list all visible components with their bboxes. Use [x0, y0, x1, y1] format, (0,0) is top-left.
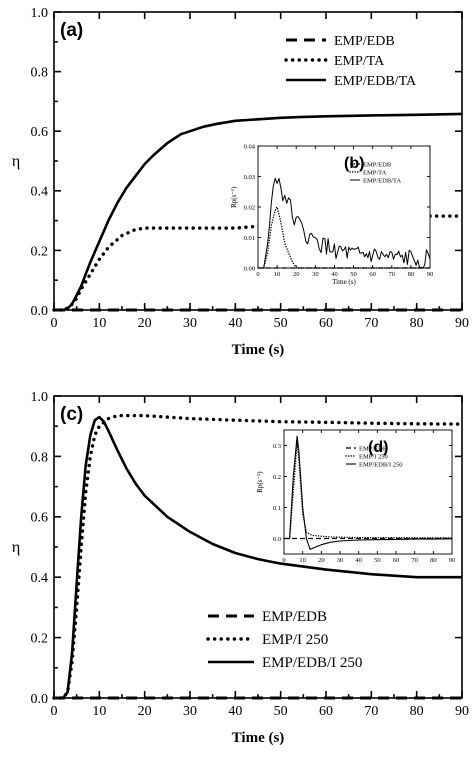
panel-1-y-tick-label: 1.0	[31, 6, 49, 21]
panel-1-y-tick-label: 0.8	[31, 66, 49, 81]
panel-1-inset-legend-entry-2: EMP/TA	[363, 170, 387, 177]
panel-1-label: (a)	[60, 20, 83, 41]
panel-1-inset: 0 10 20 30 40 50 60 70 80 900.000.010.020.030.04(…	[230, 143, 433, 286]
panel-1-y-tick-label: 0.6	[31, 125, 49, 140]
panel-1-legend-entry-2: EMP/TA	[334, 54, 385, 69]
panel-1-inset-y-tick-label: 0.04	[244, 143, 256, 150]
panel-2-y-tick-label: 1.0	[31, 390, 49, 405]
panel-2-inset-series-line-3	[284, 435, 453, 550]
panel-1-x-tick-label: 30	[183, 316, 197, 331]
panel-1-inset-x-tick-label: 40	[331, 271, 338, 278]
panel-2-label: (c)	[60, 404, 83, 425]
panel-1-y-tick-label: 0.0	[31, 304, 49, 319]
panel-1-inset-legend-entry-1: EMP/EDB	[363, 162, 392, 169]
panel-1-x-tick-label: 90	[455, 316, 469, 331]
panel-1-inset-series-line-3	[258, 177, 431, 269]
panel-2-inset-y-axis-label: Rp(s⁻¹)	[256, 471, 264, 493]
panel-1-y-axis-label: η	[12, 153, 20, 170]
panel-1-inset-y-axis-label: Rp(s⁻¹)	[230, 186, 238, 208]
panel-2: 0 10 20 30 40 50 60 70 80 90 0.0 0.2 0.4 0.6 0.8 1.0 (c)…	[12, 390, 469, 746]
panel-1: 0 10 20 30 40 50 60 70 80 90 0.0 0.2 0.4 0.6 0.8 1.0 (a)…	[12, 6, 469, 358]
panel-2-y-axis-label: η	[12, 539, 20, 556]
panel-1-inset-x-tick-label: 50	[350, 271, 357, 278]
panel-2-x-tick-label: 70	[364, 704, 378, 719]
panel-2-inset-plot-frame	[283, 429, 453, 555]
panel-2-series-line-3	[54, 415, 462, 700]
panel-2-inset-x-tick-label: 20	[318, 557, 325, 564]
panel-2-x-tick-label: 50	[274, 704, 288, 719]
panel-1-inset-series-line-2	[257, 206, 431, 269]
panel-2-inset: 0 10 20 30 40 50 60 70 80 90 0.0 0.1 0.2 0.3 (d) Rp(s⁻¹…	[256, 429, 456, 564]
panel-1-inset-x-tick-label: 60	[369, 271, 376, 278]
panel-1-x-tick-label: 60	[319, 316, 333, 331]
panel-2-y-tick-label: 0.6	[31, 511, 49, 526]
panel-2-x-tick-label: 80	[410, 704, 424, 719]
panel-2-inset-x-tick-label: 60	[393, 557, 400, 564]
panel-1-inset-x-tick-label: 0	[256, 271, 259, 278]
panel-1-x-tick-label: 20	[138, 316, 152, 331]
panel-2-inset-x-tick-label: 30	[337, 557, 344, 564]
panel-2-inset-x-tick-label: 70	[411, 557, 418, 564]
panel-1-inset-legend-entry-3: EMP/EDB/TA	[363, 178, 401, 185]
panel-1-series-line-3	[54, 112, 463, 312]
panel-2-legend-entry-2: EMP/I 250	[262, 632, 328, 648]
panel-1-x-tick-label: 10	[92, 316, 106, 331]
panel-2-x-tick-label: 0	[51, 704, 58, 719]
panel-2-inset-legend-entry-3: EMP/EDB/I 250	[359, 462, 403, 469]
panel-2-inset-legend-entry-1: EMP/EDB	[359, 446, 388, 453]
panel-1-legend-entry-3: EMP/EDB/TA	[334, 74, 417, 89]
panel-2-x-tick-label: 10	[92, 704, 106, 719]
panel-2-y-tick-label: 0.4	[31, 571, 49, 586]
panel-1-x-axis-label: Time (s)	[232, 342, 285, 358]
panel-2-x-tick-label: 20	[138, 704, 152, 719]
panel-1-inset-plot-frame	[257, 145, 431, 269]
panel-2-inset-label: (d)	[368, 439, 388, 456]
panel-2-inset-series-line-2	[283, 441, 453, 540]
panel-2-x-tick-label: 30	[183, 704, 197, 719]
panel-1-y-tick-label: 0.2	[31, 244, 49, 259]
panel-2-x-axis-label: Time (s)	[232, 730, 285, 746]
panel-1-x-tick-label: 50	[274, 316, 288, 331]
panel-1-inset-x-axis-label: Time (s)	[332, 278, 356, 286]
panel-2-inset-y-tick-label: 0.0	[273, 536, 281, 543]
panel-1-x-tick-label: 0	[51, 316, 58, 331]
panel-1-inset-x-tick-label: 80	[408, 271, 415, 278]
panel-1-x-tick-label: 40	[228, 316, 242, 331]
panel-2-legend-entry-3: EMP/EDB/I 250	[262, 655, 362, 671]
panel-2-inset-x-tick-label: 0	[282, 557, 285, 564]
panel-1-inset-y-tick-label: 0.02	[244, 204, 255, 211]
panel-1-inset-y-tick-label: 0.03	[244, 174, 255, 181]
panel-1-inset-x-tick-label: 90	[427, 271, 434, 278]
panel-1-inset-x-tick-label: 10	[274, 271, 281, 278]
panel-2-x-tick-label: 40	[228, 704, 242, 719]
panel-2-x-tick-label: 90	[455, 704, 469, 719]
panel-1-x-tick-label: 80	[410, 316, 424, 331]
panel-1-inset-x-tick-label: 20	[293, 271, 300, 278]
panel-2-inset-x-tick-label: 50	[374, 557, 381, 564]
panel-2-y-tick-label: 0.2	[31, 632, 49, 647]
panel-2-inset-x-tick-label: 10	[299, 557, 306, 564]
panel-1-inset-y-tick-label: 0.00	[244, 265, 255, 272]
panel-2-inset-y-tick-label: 0.3	[273, 443, 281, 450]
panel-2-y-tick-label: 0.0	[31, 692, 49, 707]
panel-1-x-tick-label: 70	[364, 316, 378, 331]
panel-1-y-tick-label: 0.4	[31, 185, 49, 200]
panel-2-inset-y-tick-label: 0.1	[273, 505, 281, 512]
panel-2-inset-x-tick-label: 40	[355, 557, 362, 564]
panel-1-legend-entry-1: EMP/EDB	[334, 34, 395, 49]
panel-1-inset-x-tick-label: 30	[312, 271, 319, 278]
panel-2-inset-y-tick-label: 0.2	[273, 474, 281, 481]
panel-1-inset-y-tick-label: 0.01	[244, 235, 255, 242]
panel-2-inset-x-tick-label: 90	[449, 557, 456, 564]
panel-2-legend-entry-1: EMP/EDB	[262, 609, 327, 625]
panel-2-inset-x-tick-label: 80	[430, 557, 437, 564]
panel-2-x-tick-label: 60	[319, 704, 333, 719]
panel-1-inset-x-tick-label: 70	[389, 271, 396, 278]
panel-2-inset-legend-entry-2: EMP/I 250	[359, 454, 388, 461]
panel-2-y-tick-label: 0.8	[31, 450, 49, 465]
